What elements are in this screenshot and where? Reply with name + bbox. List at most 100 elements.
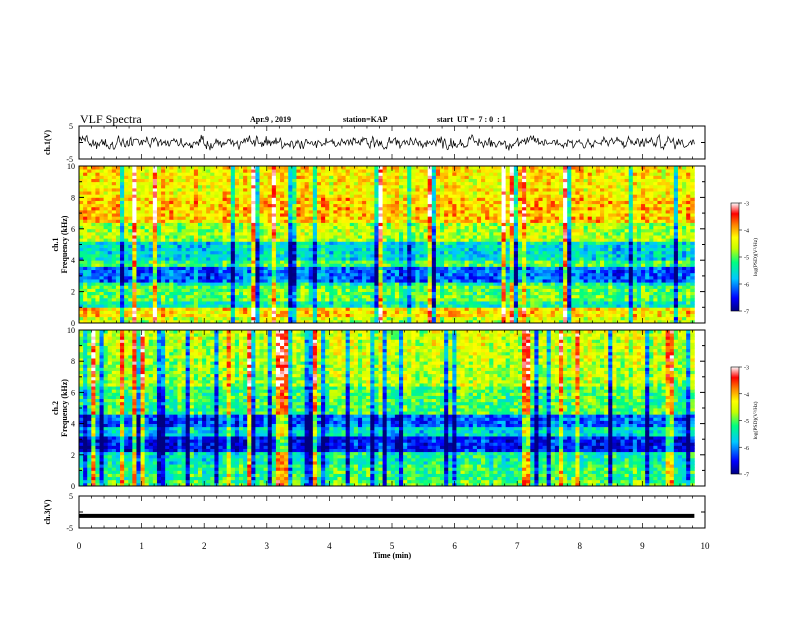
heatmap-cell bbox=[202, 313, 207, 318]
heatmap-cell bbox=[600, 266, 605, 271]
heatmap-cell bbox=[419, 235, 424, 239]
heatmap-cell bbox=[571, 263, 576, 267]
heatmap-cell bbox=[206, 301, 211, 305]
heatmap-cell bbox=[440, 250, 445, 255]
heatmap-cell bbox=[115, 279, 121, 283]
heatmap-cell bbox=[550, 291, 556, 296]
heatmap-cell bbox=[403, 266, 408, 271]
heatmap-cell bbox=[382, 310, 388, 314]
heatmap-cell bbox=[284, 219, 289, 223]
heatmap-cell bbox=[509, 228, 515, 233]
heatmap-cell bbox=[563, 319, 568, 324]
heatmap-cell bbox=[181, 294, 187, 299]
heatmap-cell bbox=[271, 257, 277, 261]
heatmap-cell bbox=[193, 260, 199, 264]
heatmap-cell bbox=[210, 279, 215, 283]
heatmap-cell bbox=[669, 316, 675, 321]
heatmap-cell bbox=[103, 225, 109, 230]
heatmap-cell bbox=[538, 279, 543, 283]
heatmap-cell bbox=[189, 238, 195, 242]
heatmap-cell bbox=[550, 316, 556, 321]
heatmap-cell bbox=[140, 282, 146, 286]
heatmap-cell bbox=[378, 275, 383, 280]
heatmap-cell bbox=[661, 222, 667, 227]
heatmap-cell bbox=[452, 263, 457, 267]
heatmap-cell bbox=[628, 238, 634, 242]
heatmap-cell bbox=[481, 282, 486, 286]
heatmap-cell bbox=[177, 216, 182, 220]
heatmap-cell bbox=[206, 307, 211, 311]
heatmap-cell bbox=[686, 291, 691, 296]
heatmap-cell bbox=[181, 279, 187, 283]
heatmap-cell bbox=[226, 231, 232, 236]
heatmap-cell bbox=[616, 260, 621, 264]
heatmap-cell bbox=[583, 260, 589, 264]
heatmap-cell bbox=[95, 307, 100, 311]
heatmap-cell bbox=[575, 219, 580, 223]
heatmap-cell bbox=[419, 307, 424, 311]
heatmap-cell bbox=[79, 316, 84, 321]
heatmap-cell bbox=[382, 266, 388, 271]
heatmap-cell bbox=[472, 269, 478, 274]
heatmap-cell bbox=[95, 269, 100, 274]
heatmap-cell bbox=[493, 238, 498, 242]
heatmap-cell bbox=[165, 297, 170, 302]
heatmap-cell bbox=[440, 288, 445, 292]
heatmap-cell bbox=[136, 282, 141, 286]
heatmap-cell bbox=[382, 288, 388, 292]
heatmap-cell bbox=[185, 260, 191, 264]
heatmap-cell bbox=[362, 285, 367, 289]
heatmap-cell bbox=[378, 250, 383, 255]
heatmap-cell bbox=[107, 294, 113, 299]
heatmap-cell bbox=[411, 319, 416, 324]
heatmap-cell bbox=[267, 250, 273, 255]
heatmap-cell bbox=[600, 319, 605, 324]
heatmap-cell bbox=[156, 222, 162, 227]
heatmap-cell bbox=[567, 301, 572, 305]
heatmap-cell bbox=[509, 304, 515, 308]
heatmap-cell bbox=[641, 269, 646, 274]
heatmap-cell bbox=[579, 231, 584, 236]
heatmap-cell bbox=[259, 310, 265, 314]
heatmap-cell bbox=[197, 310, 203, 314]
heatmap-cell bbox=[398, 272, 404, 277]
heatmap-cell bbox=[169, 313, 174, 318]
heatmap-cell bbox=[202, 247, 207, 252]
heatmap-cell bbox=[161, 238, 166, 242]
heatmap-cell bbox=[546, 266, 552, 271]
heatmap-cell bbox=[333, 228, 338, 233]
heatmap-cell bbox=[329, 269, 334, 274]
heatmap-cell bbox=[169, 216, 174, 220]
heatmap-cell bbox=[431, 260, 437, 264]
heatmap-cell bbox=[563, 263, 568, 267]
heatmap-cell bbox=[148, 294, 154, 299]
heatmap-cell bbox=[107, 319, 113, 324]
heatmap-cell bbox=[255, 310, 260, 314]
heatmap-cell bbox=[394, 294, 400, 299]
heatmap-cell bbox=[493, 241, 498, 245]
heatmap-cell bbox=[337, 282, 342, 286]
heatmap-cell bbox=[481, 304, 486, 308]
heatmap-cell bbox=[378, 225, 383, 230]
heatmap-cell bbox=[189, 310, 195, 314]
heatmap-cell bbox=[534, 272, 539, 277]
heatmap-cell bbox=[185, 253, 191, 258]
heatmap-cell bbox=[173, 275, 178, 280]
heatmap-cell bbox=[312, 235, 318, 239]
heatmap-cell bbox=[497, 219, 502, 223]
heatmap-cell bbox=[546, 316, 552, 321]
heatmap-cell bbox=[300, 247, 306, 252]
heatmap-cell bbox=[296, 222, 301, 227]
heatmap-cell bbox=[206, 216, 211, 220]
heatmap-cell bbox=[444, 244, 449, 249]
heatmap-cell bbox=[546, 313, 552, 318]
heatmap-cell bbox=[173, 279, 178, 283]
heatmap-cell bbox=[567, 282, 572, 286]
heatmap-cell bbox=[579, 294, 584, 299]
heatmap-cell bbox=[591, 247, 597, 252]
heatmap-cell bbox=[251, 272, 256, 277]
heatmap-cell bbox=[485, 297, 490, 302]
heatmap-cell bbox=[649, 285, 654, 289]
heatmap-cell bbox=[534, 260, 539, 264]
heatmap-cell bbox=[665, 244, 671, 249]
